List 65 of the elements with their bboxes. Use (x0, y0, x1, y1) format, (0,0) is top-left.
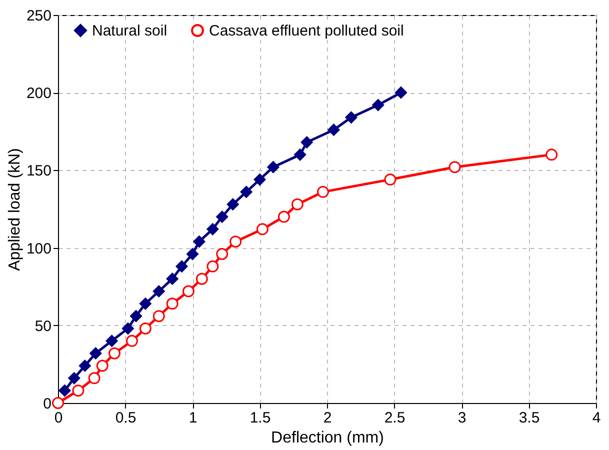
x-tick-label: 2 (323, 410, 332, 426)
y-tick-label: 0 (43, 396, 52, 412)
point (328, 124, 340, 136)
point (182, 285, 194, 298)
x-tick-label: 3 (458, 410, 466, 426)
point (139, 322, 152, 334)
point (294, 148, 306, 161)
x-tick-label: 1 (188, 410, 198, 426)
x-axis-title: Deflection (mm) (271, 430, 384, 446)
point (254, 174, 266, 186)
point (193, 236, 206, 248)
point (90, 347, 102, 360)
y-tick-label: 250 (26, 8, 52, 24)
point (96, 360, 108, 372)
y-axis-title: Applied load (kN) (6, 148, 24, 271)
x-tick-label: 3.5 (518, 410, 540, 426)
x-tick-label: 0.5 (115, 410, 136, 426)
point (58, 384, 71, 397)
point (176, 260, 188, 272)
point (88, 372, 100, 384)
x-tick-label: 1.5 (250, 410, 271, 426)
point (448, 161, 461, 174)
point (240, 186, 252, 198)
point (206, 223, 219, 236)
point (300, 136, 313, 148)
point (106, 334, 118, 347)
point (394, 86, 407, 99)
point (345, 111, 358, 124)
x-tick-label: 2.5 (384, 410, 406, 426)
point (126, 334, 138, 347)
point (72, 384, 84, 397)
point (108, 347, 120, 360)
point (166, 272, 178, 285)
point (186, 248, 198, 260)
point (52, 397, 64, 409)
y-tick-label: 50 (34, 318, 52, 335)
point (139, 298, 152, 310)
y-tick-label: 200 (26, 85, 52, 102)
legend-label: Natural soil (92, 22, 168, 40)
point (130, 310, 142, 322)
y-tick-label: 150 (26, 162, 52, 180)
point (152, 285, 165, 298)
point (78, 360, 91, 372)
point (152, 310, 165, 322)
legend-label: Cassava effluent polluted soil (209, 22, 404, 40)
point (68, 372, 80, 384)
point (267, 161, 280, 174)
point (122, 322, 134, 334)
y-tick-label: 100 (26, 240, 52, 258)
point (196, 272, 208, 285)
point (372, 99, 384, 112)
point (384, 174, 396, 186)
point (216, 210, 228, 223)
point (546, 148, 558, 161)
x-tick-label: 4 (592, 410, 601, 426)
point (166, 298, 178, 310)
point (230, 236, 242, 248)
point (226, 198, 239, 210)
point (278, 210, 290, 223)
point (216, 248, 228, 260)
point (291, 198, 304, 210)
point (316, 186, 329, 198)
x-tick-label: 0 (54, 410, 63, 426)
point (256, 223, 268, 236)
point (206, 260, 219, 272)
